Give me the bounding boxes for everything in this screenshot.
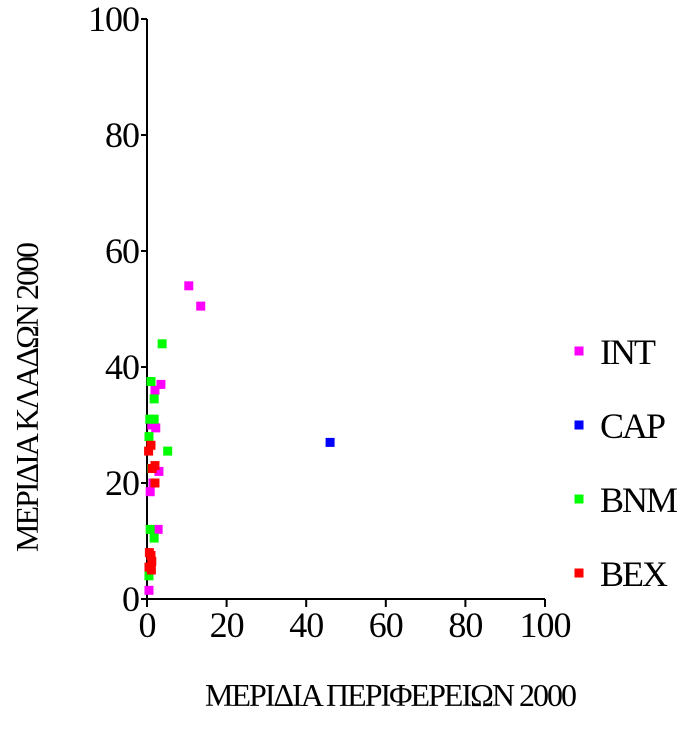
y-tick-label: 80 (105, 115, 139, 155)
data-points (144, 281, 335, 595)
legend: INT CAP BNM BEX (574, 332, 679, 594)
data-point-bnm (149, 394, 159, 404)
y-tick-label: 60 (105, 231, 139, 271)
x-tick-label: 80 (448, 605, 482, 645)
data-point-int (150, 385, 160, 395)
data-point-cap (325, 437, 335, 447)
x-tick-label: 60 (369, 605, 403, 645)
data-point-int (184, 281, 194, 291)
x-tick-label: 40 (289, 605, 323, 645)
data-point-int (196, 301, 206, 311)
data-point-bex (150, 478, 160, 488)
legend-label-bex: BEX (600, 554, 668, 594)
legend-marker-int (574, 346, 584, 356)
legend-label-int: INT (600, 332, 656, 372)
data-point-bnm (163, 446, 173, 456)
legend-label-bnm: BNM (600, 480, 677, 520)
data-point-bnm (144, 571, 154, 581)
y-tick-label: 40 (105, 347, 139, 387)
series-int (144, 281, 206, 595)
y-tick-label: 0 (122, 579, 139, 619)
axes (146, 19, 545, 600)
legend-marker-bnm (574, 494, 584, 504)
series-cap (325, 437, 335, 447)
x-tick-label: 0 (139, 605, 156, 645)
data-point-bex (146, 565, 156, 575)
data-point-bex (147, 464, 157, 473)
data-point-int (151, 423, 161, 433)
data-point-bex (146, 551, 156, 560)
data-point-bnm (145, 524, 155, 534)
data-point-int (156, 379, 166, 389)
legend-marker-cap (574, 420, 584, 430)
data-point-bnm (144, 432, 154, 442)
data-point-bex (144, 446, 154, 456)
x-tick-label: 100 (520, 605, 571, 645)
y-axis-title: ΜΕΡΙΔΙΑ ΚΛΑΔΩΝ 2000 (9, 243, 45, 552)
data-point-int (145, 487, 155, 497)
legend-label-cap: CAP (600, 406, 665, 446)
y-tick-label: 20 (105, 463, 139, 503)
data-point-bnm (157, 339, 167, 349)
series-bnm (144, 339, 173, 581)
data-point-bnm (149, 414, 159, 424)
data-point-bnm (149, 533, 159, 543)
data-point-int (154, 466, 164, 476)
legend-marker-bex (574, 568, 584, 578)
data-point-bnm (146, 377, 156, 386)
data-point-int (153, 524, 163, 534)
x-tick-label: 20 (210, 605, 244, 645)
data-point-bex (147, 556, 157, 566)
y-tick-label: 100 (88, 0, 139, 39)
x-axis-title: ΜΕΡΙΔΙΑ ΠΕΡΙΦΕΡΕΙΩΝ 2000 (205, 677, 576, 713)
data-point-bex (146, 440, 156, 450)
series-bex (144, 440, 160, 575)
axis-ticks: 0 20 40 60 80 100 0 20 40 60 80 100 (88, 0, 572, 645)
data-point-int (144, 585, 154, 595)
